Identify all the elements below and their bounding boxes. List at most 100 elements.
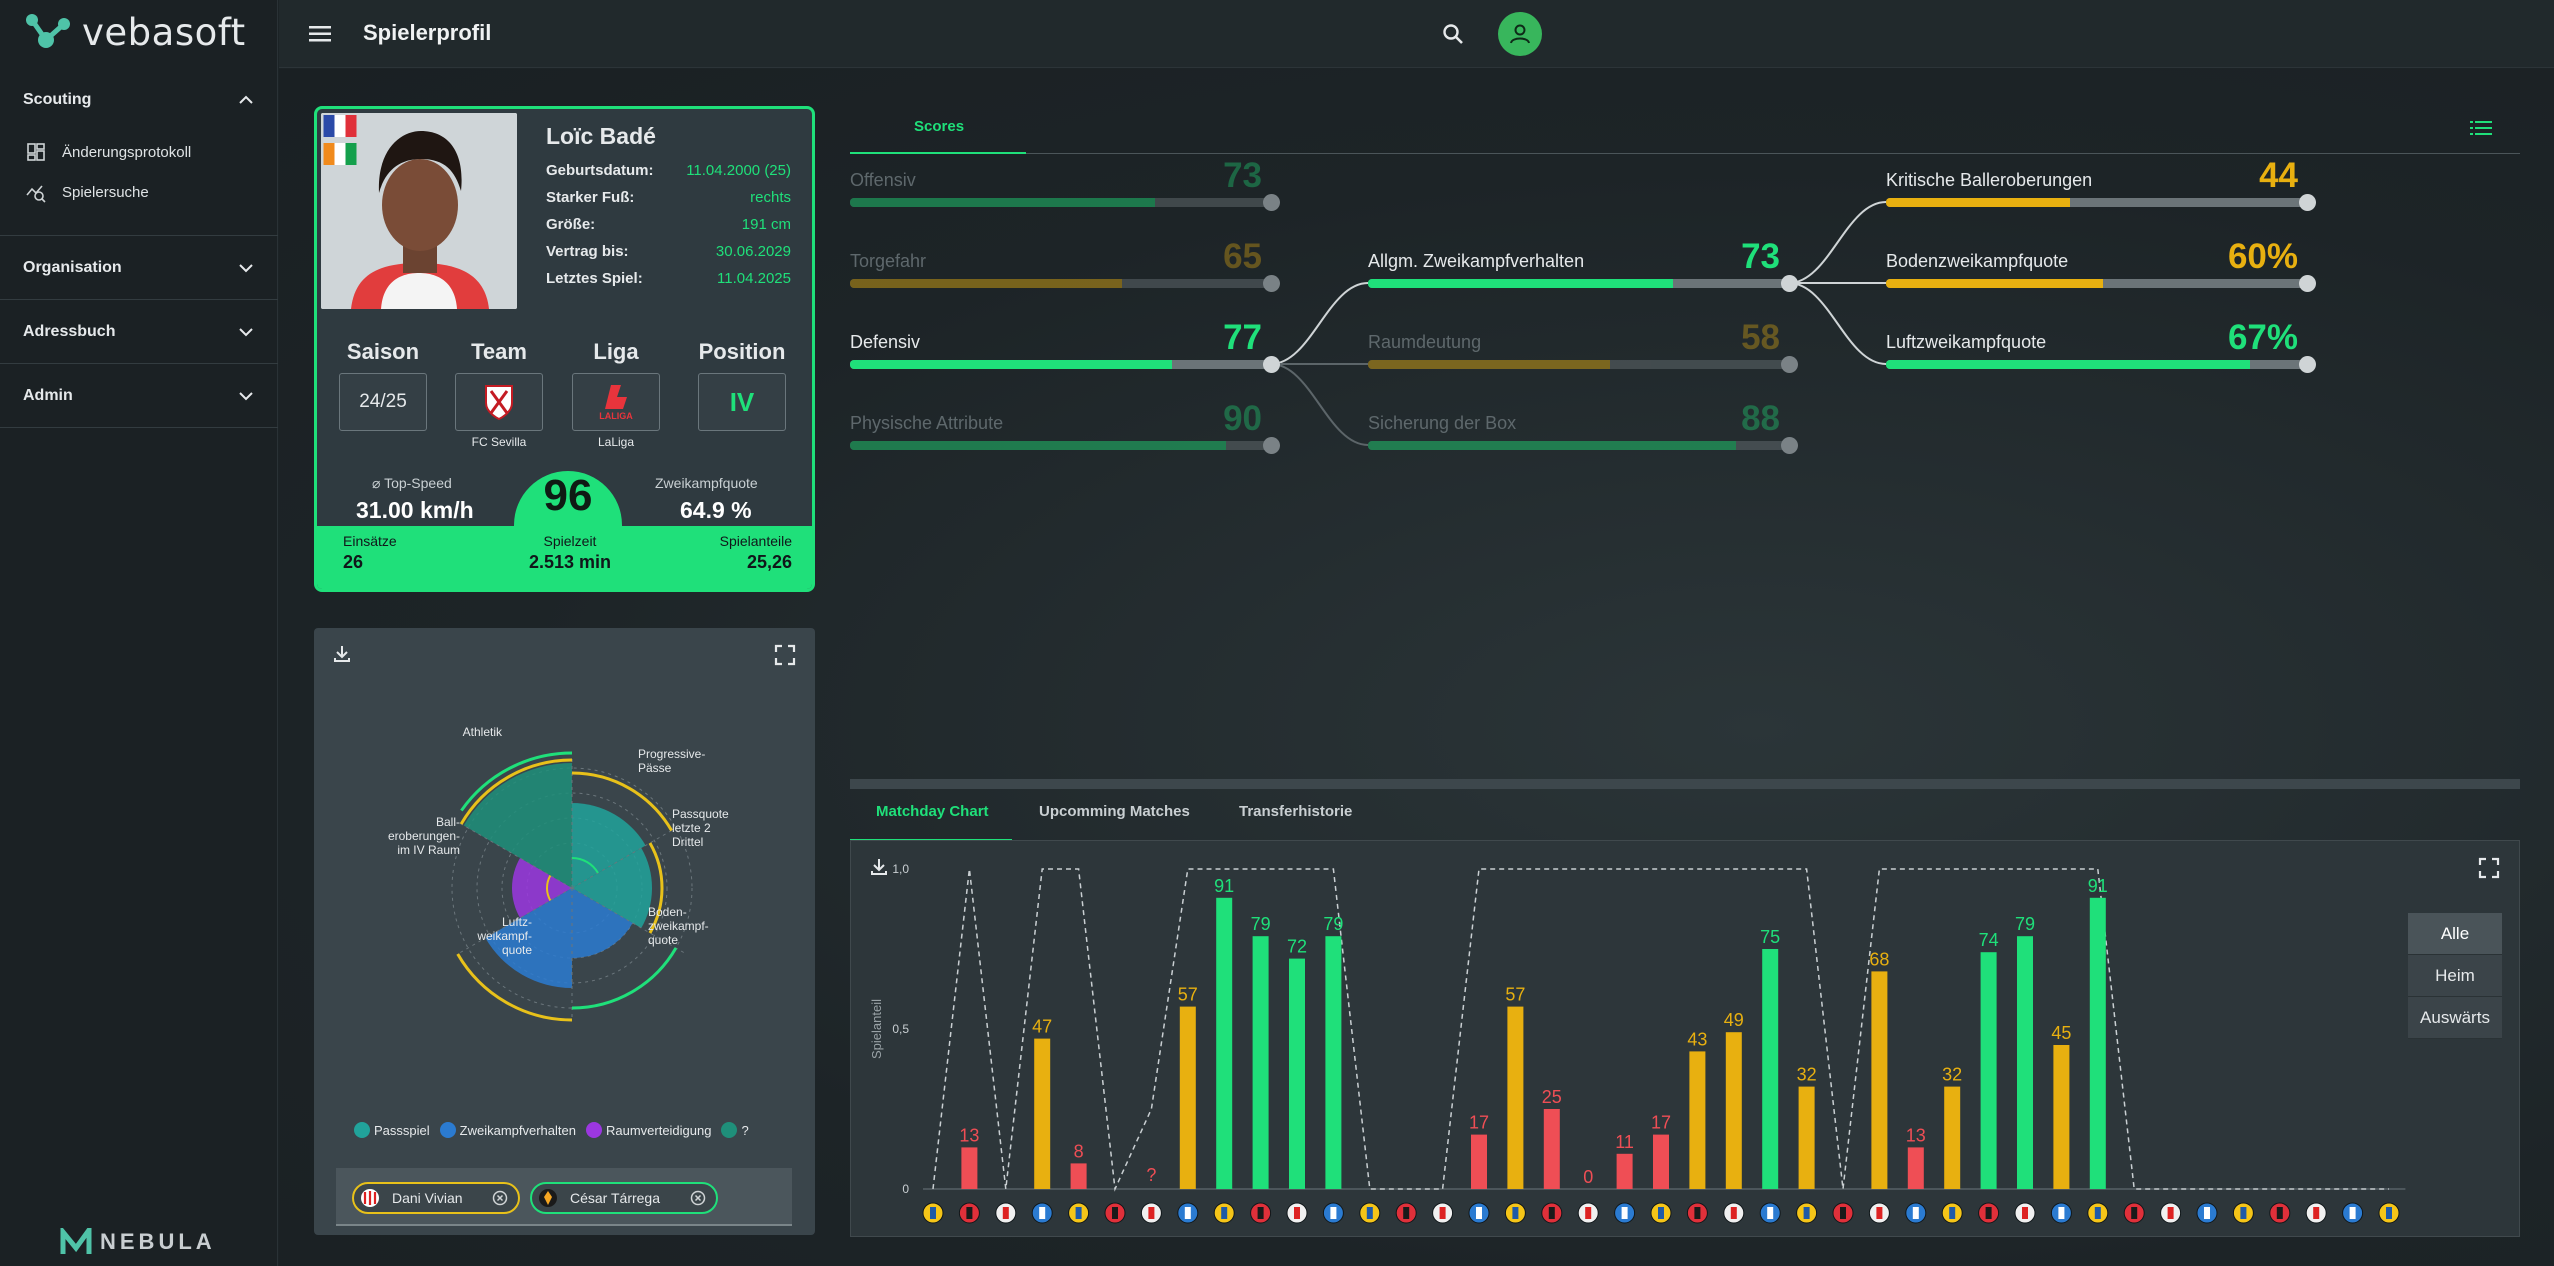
close-circle-icon[interactable] [492, 1190, 508, 1206]
scores-tabbar: Scores [850, 100, 2520, 154]
matchday-bar [961, 1147, 978, 1189]
panel-resize-handle[interactable] [850, 779, 2520, 789]
toggle-alle[interactable]: Alle [2408, 913, 2502, 955]
matchday-bar [1980, 952, 1997, 1189]
radar-axis-label: Progressive-Pässe [638, 747, 705, 775]
matchday-bar [1871, 971, 1888, 1189]
opponent-crest-icon [1832, 1202, 1854, 1224]
matchday-bar [1689, 1051, 1706, 1189]
score-bar-fill [850, 198, 1156, 207]
score-node-dot[interactable] [2299, 356, 2316, 373]
score-defensiv[interactable]: Defensiv 77 [850, 318, 1280, 380]
matchday-bar [2089, 897, 2106, 1189]
bar-value-label: 17 [1469, 1113, 1489, 1133]
opponent-crest-icon [2232, 1202, 2254, 1224]
score-allgm-zweikampfverhalten[interactable]: Allgm. Zweikampfverhalten 73 [1368, 237, 1798, 299]
score-node-dot[interactable] [1781, 356, 1798, 373]
opponent-crest-icon [1978, 1202, 2000, 1224]
compare-chip-cesar-tarrega[interactable]: César Tárrega [530, 1182, 718, 1214]
search-icon[interactable] [1441, 22, 1465, 46]
radar-axis-line [571, 887, 687, 955]
attr-head: Position [698, 339, 786, 364]
field-contract: Vertrag bis: 30.06.2029 [546, 243, 791, 260]
y-tick-label: 0 [902, 1182, 909, 1196]
download-icon[interactable] [869, 857, 889, 877]
score-label: Kritische Balleroberungen [1886, 170, 2093, 190]
spielanteile-label: Spielanteile [719, 533, 792, 549]
fullscreen-icon[interactable] [2478, 857, 2500, 879]
score-node-dot[interactable] [1263, 194, 1280, 211]
tab-matchday-chart[interactable]: Matchday Chart [876, 803, 989, 820]
score-node-dot[interactable] [2299, 194, 2316, 211]
score-kritische-balleroberungen[interactable]: Kritische Balleroberungen 44 [1886, 156, 2316, 218]
opponent-crest-icon [1759, 1202, 1781, 1224]
opponent-crest-icon [2269, 1202, 2291, 1224]
score-raumdeutung[interactable]: Raumdeutung 58 [1368, 318, 1798, 380]
opponent-crest-icon [1250, 1202, 1272, 1224]
nav-section-organisation[interactable]: Organisation [0, 236, 278, 300]
compare-chip-dani-vivian[interactable]: Dani Vivian [352, 1182, 520, 1214]
tab-upcomming-matches[interactable]: Upcomming Matches [1039, 803, 1190, 820]
score-sicherung-der-box[interactable]: Sicherung der Box 88 [1368, 399, 1798, 461]
radar-wedge-athletik [463, 763, 572, 888]
tab-scores[interactable]: Scores [914, 118, 965, 135]
score-node-dot[interactable] [1263, 437, 1280, 454]
legend-item[interactable]: ? [721, 1122, 749, 1138]
score-label: Bodenzweikampfquote [1886, 251, 2069, 271]
attr-box: LALIGA [572, 373, 660, 431]
list-icon[interactable] [2470, 120, 2492, 136]
sidebar-item-spielersuche[interactable]: Spielersuche [0, 172, 278, 212]
toggle-auswaerts[interactable]: Auswärts [2408, 997, 2502, 1039]
radar-wedge-passquote [572, 848, 652, 928]
attr-team[interactable]: Team FC Sevilla [450, 339, 548, 449]
legend-item[interactable]: Raumverteidigung [585, 1122, 711, 1138]
opponent-crest-icon [1068, 1202, 1090, 1224]
menu-icon[interactable] [309, 24, 333, 44]
download-icon[interactable] [332, 644, 352, 664]
score-value: 77 [1223, 318, 1262, 357]
sidebar-item-aenderungsprotokoll[interactable]: Änderungsprotokoll [0, 132, 278, 172]
score-luftzweikampfquote[interactable]: Luftzweikampfquote 67% [1886, 318, 2316, 380]
nav-section-adressbuch[interactable]: Adressbuch [0, 300, 278, 364]
score-node-dot[interactable] [1781, 437, 1798, 454]
legend-item[interactable]: Passspiel [354, 1122, 430, 1138]
bar-value-label: 57 [1178, 985, 1198, 1005]
nav-section-admin[interactable]: Admin [0, 364, 278, 428]
score-bar [850, 441, 1268, 450]
score-value: 88 [1741, 399, 1780, 438]
chip-label: César Tárrega [570, 1190, 661, 1206]
field-label: Letztes Spiel: [546, 270, 643, 287]
matchday-bar [1725, 1032, 1742, 1189]
bar-value-label: 79 [1251, 914, 1271, 934]
score-node-dot[interactable] [1781, 275, 1798, 292]
legend-item[interactable]: Zweikampfverhalten [439, 1122, 576, 1138]
score-node-dot[interactable] [2299, 275, 2316, 292]
score-bar [1368, 441, 1786, 450]
score-label: Torgefahr [850, 251, 927, 271]
score-bar [1368, 279, 1786, 288]
matchday-bar [1289, 958, 1305, 1189]
score-value: 44 [2259, 156, 2298, 195]
matchday-chart: 1,0 0,5 0 Spielanteil 13 47 8? 57 91 79 72 79 17 57 25… [869, 862, 2406, 1224]
score-node-dot[interactable] [1263, 275, 1280, 292]
attr-liga[interactable]: Liga LALIGA LaLiga [567, 339, 665, 449]
card-footer: Einsätze 26 Spielzeit 2.513 min Spielant… [317, 526, 812, 589]
player-card: Loïc Badé Geburtsdatum: 11.04.2000 (25) S… [314, 106, 815, 592]
compare-arc-yellow [459, 758, 573, 825]
matchday-bar [1543, 1109, 1560, 1189]
radar-axis-label: Passquote letzte 2 Drittel [672, 807, 729, 849]
bar-value-label: 32 [1797, 1065, 1817, 1085]
user-avatar[interactable] [1498, 12, 1542, 56]
score-node-dot[interactable] [1263, 356, 1280, 373]
score-bodenzweikampfquote[interactable]: Bodenzweikampfquote 60% [1886, 237, 2316, 299]
vebasoft-logo[interactable]: vebasoft [24, 8, 246, 56]
score-torgefahr[interactable]: Torgefahr 65 [850, 237, 1280, 299]
nav-head-scouting[interactable]: Scouting [0, 68, 278, 132]
score-offensiv[interactable]: Offensiv 73 [850, 156, 1280, 218]
fullscreen-icon[interactable] [774, 644, 796, 666]
matchday-bar [1762, 949, 1779, 1189]
tab-transferhistorie[interactable]: Transferhistorie [1239, 803, 1353, 820]
toggle-heim[interactable]: Heim [2408, 955, 2502, 997]
close-circle-icon[interactable] [690, 1190, 706, 1206]
score-physische-attribute[interactable]: Physische Attribute 90 [850, 399, 1280, 461]
